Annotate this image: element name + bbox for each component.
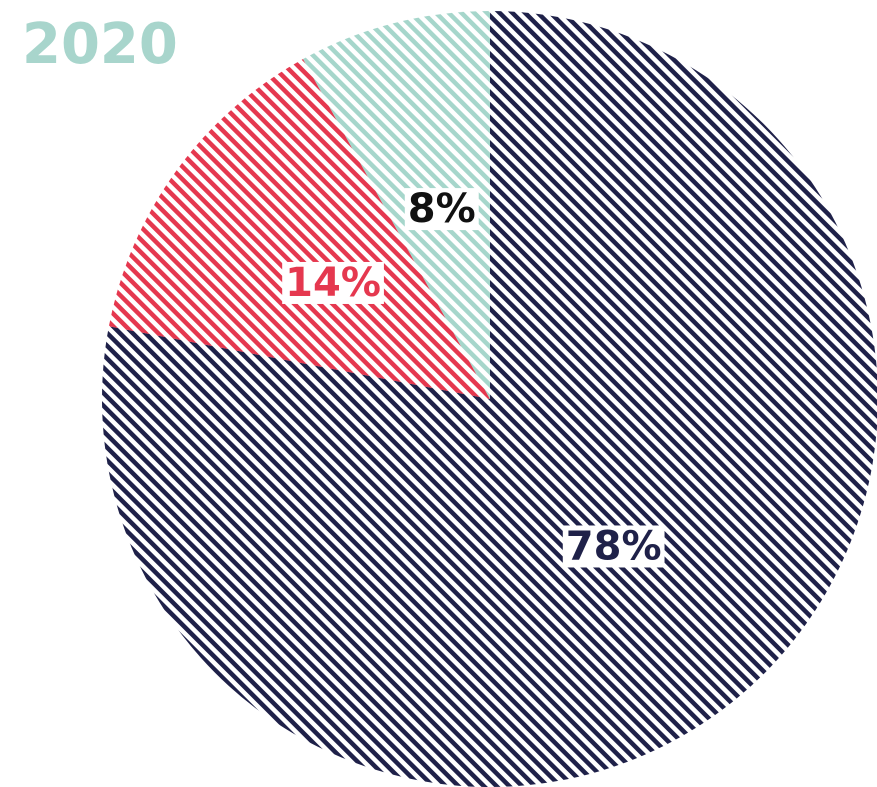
data-label: 78%	[566, 523, 662, 569]
pie-slice	[303, 11, 490, 399]
data-label: 8%	[408, 186, 476, 232]
pie	[102, 11, 877, 787]
pie-slice	[108, 58, 490, 399]
chart-title: 2020	[22, 12, 178, 77]
label-background	[282, 261, 384, 304]
label-background	[404, 188, 479, 231]
label-background	[562, 525, 665, 568]
labels: 78% 14% 8%	[282, 186, 665, 569]
data-label: 14%	[285, 260, 381, 306]
pie-slice	[102, 11, 877, 787]
